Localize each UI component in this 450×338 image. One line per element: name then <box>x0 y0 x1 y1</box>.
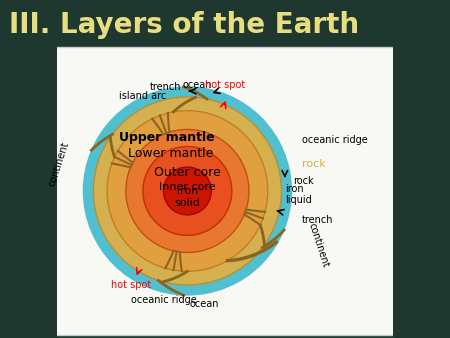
Ellipse shape <box>107 111 268 271</box>
Text: trench: trench <box>302 215 333 225</box>
Text: Outer core: Outer core <box>154 166 221 179</box>
Text: continent: continent <box>47 140 71 187</box>
Text: oceanic ridge: oceanic ridge <box>130 295 196 306</box>
Text: hot spot: hot spot <box>205 80 245 90</box>
Text: island arc: island arc <box>119 91 166 101</box>
Text: Inner core: Inner core <box>159 182 216 192</box>
Ellipse shape <box>85 89 290 293</box>
Text: rock: rock <box>302 159 326 169</box>
Text: oceanic ridge: oceanic ridge <box>302 135 368 145</box>
Text: hot spot: hot spot <box>111 280 151 290</box>
Text: rock: rock <box>293 176 314 186</box>
Text: iron
solid: iron solid <box>175 186 200 208</box>
Text: iron
liquid: iron liquid <box>285 184 311 205</box>
Ellipse shape <box>143 146 232 236</box>
Ellipse shape <box>126 129 249 252</box>
Ellipse shape <box>163 167 212 215</box>
Text: III. Layers of the Earth: III. Layers of the Earth <box>9 11 359 39</box>
Text: continent: continent <box>307 222 331 269</box>
FancyBboxPatch shape <box>54 47 396 335</box>
Text: Lower mantle: Lower mantle <box>128 147 213 160</box>
Text: trench: trench <box>149 82 181 92</box>
Text: ocean: ocean <box>190 299 219 309</box>
Text: ocean: ocean <box>183 80 212 90</box>
Ellipse shape <box>93 97 281 285</box>
Text: Upper mantle: Upper mantle <box>119 131 215 144</box>
